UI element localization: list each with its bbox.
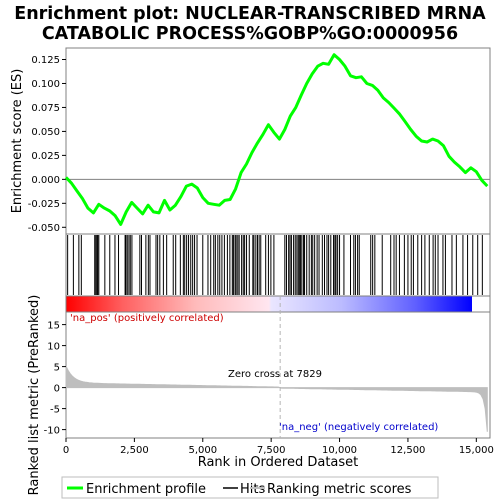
x-tick-label: 2,500 [120, 445, 149, 456]
metric-area-layer [65, 365, 488, 432]
x-axis-title: Rank in Ordered Dataset [198, 455, 359, 470]
x-tick-label: 5,000 [188, 445, 217, 456]
x-tick-label: 15,000 [459, 445, 494, 456]
es-tick-label: 0.000 [31, 175, 60, 186]
es-tick-label: -0.050 [28, 223, 60, 234]
x-tick-label: 7,500 [257, 445, 286, 456]
metric-tick-label: 15 [47, 321, 60, 332]
chart-title-line-2: CATABOLIC PROCESS%GOBP%GO:0000956 [42, 24, 458, 44]
legend-enrichment-label: Enrichment profile [86, 482, 206, 497]
hit-marks-layer [67, 235, 483, 295]
metric-area [65, 365, 488, 432]
x-axis-ticks: 0 2,500 5,000 7,500 10,000 12,500 15,000 [63, 438, 494, 456]
legend-metric-label: Ranking metric scores [267, 482, 412, 497]
metric-tick-label: 10 [47, 342, 60, 353]
zero-cross-label: Zero cross at 7829 [228, 369, 322, 380]
es-tick-label: 0.025 [31, 151, 60, 162]
es-axis-title: Enrichment score (ES) [10, 69, 25, 214]
es-curve-layer [64, 53, 489, 226]
metric-tick-label: -5 [50, 405, 60, 416]
x-tick-label: 0 [63, 445, 69, 456]
hits-panel-frame [65, 233, 491, 297]
es-curve [64, 53, 489, 226]
neg-correlated-label: 'na_neg' (negatively correlated) [279, 422, 438, 433]
legend: Enrichment profile Hits Ranking metric s… [61, 476, 439, 499]
x-tick-label: 10,000 [322, 445, 357, 456]
chart-title-line-1: Enrichment plot: NUCLEAR-TRANSCRIBED MRN… [14, 4, 486, 24]
metric-axis-ticks: -10 -5 0 5 10 15 [44, 321, 66, 437]
metric-panel-frame [65, 311, 491, 439]
es-tick-label: 0.100 [31, 79, 60, 90]
legend-hits-label: Hits [240, 482, 265, 497]
es-tick-label: 0.050 [31, 127, 60, 138]
es-tick-label: -0.025 [28, 199, 60, 210]
rank-gradient-bar [66, 296, 472, 312]
metric-tick-label: 0 [54, 384, 60, 395]
pos-correlated-label: 'na_pos' (positively correlated) [70, 313, 224, 324]
es-tick-label: 0.125 [31, 55, 60, 66]
metric-axis-title: Ranked list metric (PreRanked) [27, 295, 42, 496]
es-tick-label: 0.075 [31, 103, 60, 114]
x-tick-label: 12,500 [390, 445, 425, 456]
metric-tick-label: -10 [44, 426, 60, 437]
es-axis-ticks: -0.050 -0.025 0.000 0.025 0.050 0.075 0.100 0.1… [28, 55, 66, 234]
metric-tick-label: 5 [54, 363, 60, 374]
